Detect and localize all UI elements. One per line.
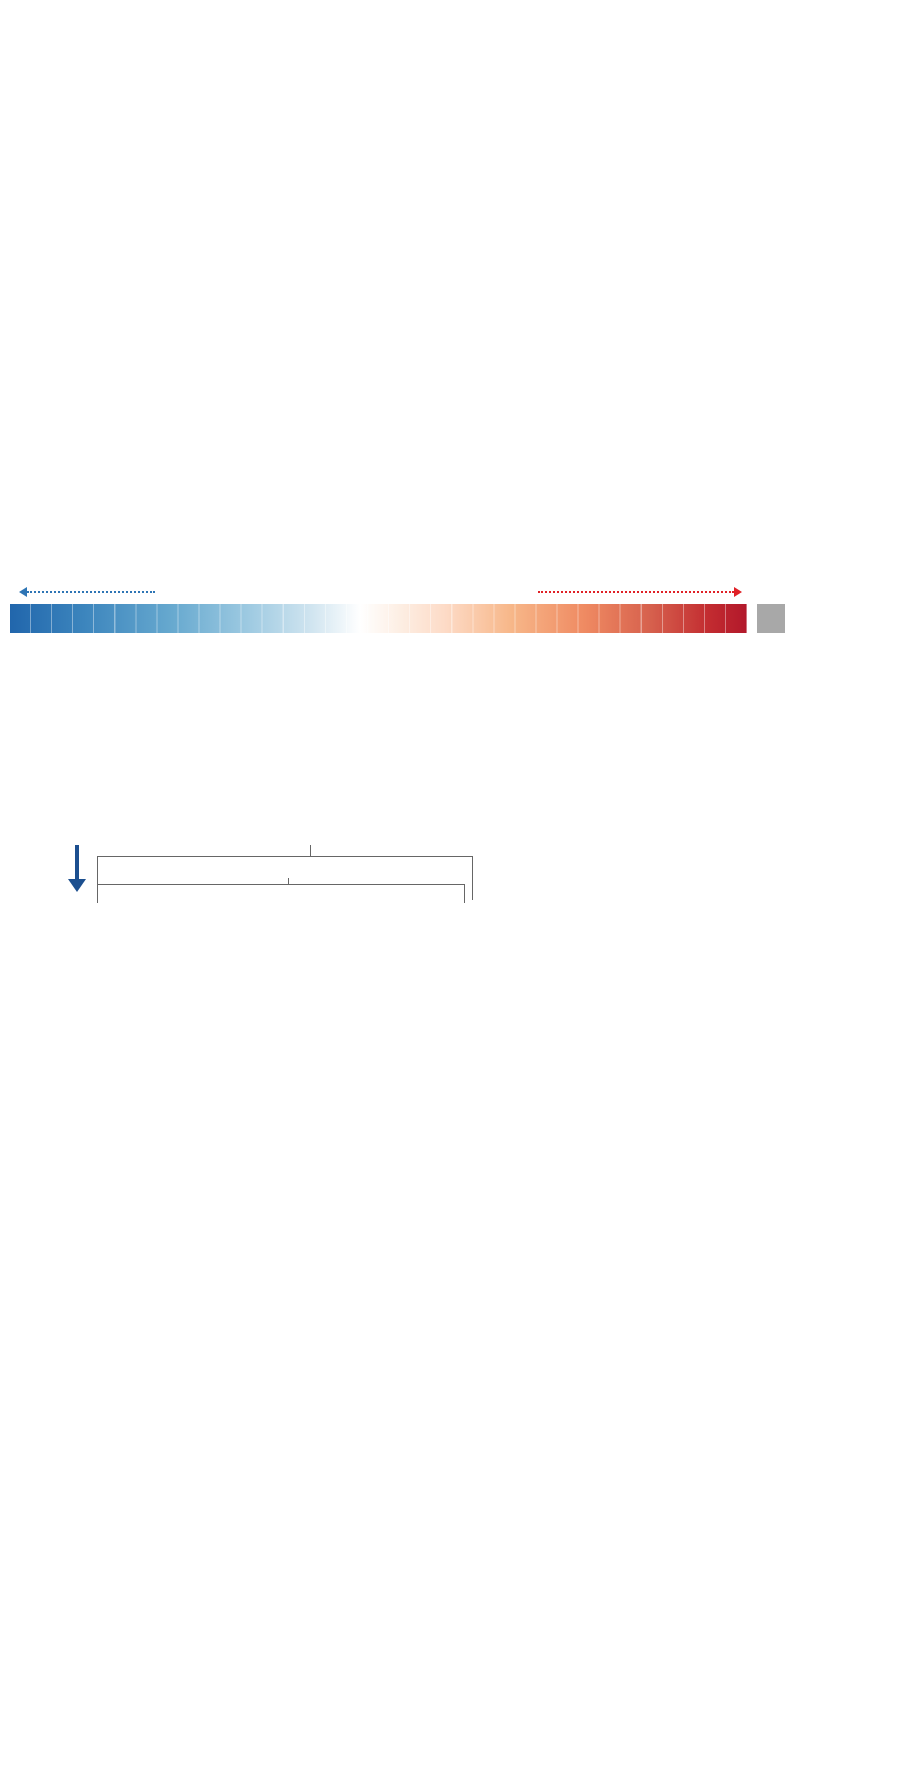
credit-bracket-tick bbox=[288, 878, 289, 884]
arrow-right-icon bbox=[734, 587, 742, 597]
us-choropleth-map bbox=[0, 95, 900, 580]
no-data-swatch bbox=[757, 604, 785, 633]
pie-caption bbox=[0, 806, 172, 822]
credit-bracket bbox=[97, 884, 465, 903]
dotted-line-left bbox=[27, 591, 155, 593]
premium-bracket-tick bbox=[310, 845, 311, 856]
premium-bracket bbox=[97, 856, 473, 900]
dotted-line-right bbox=[538, 591, 734, 593]
color-scale-bar bbox=[10, 604, 747, 633]
arrow-left-icon bbox=[19, 587, 27, 597]
down-arrow-icon bbox=[75, 845, 79, 879]
down-arrow-head-icon bbox=[68, 879, 86, 892]
no-data-label bbox=[743, 637, 799, 650]
